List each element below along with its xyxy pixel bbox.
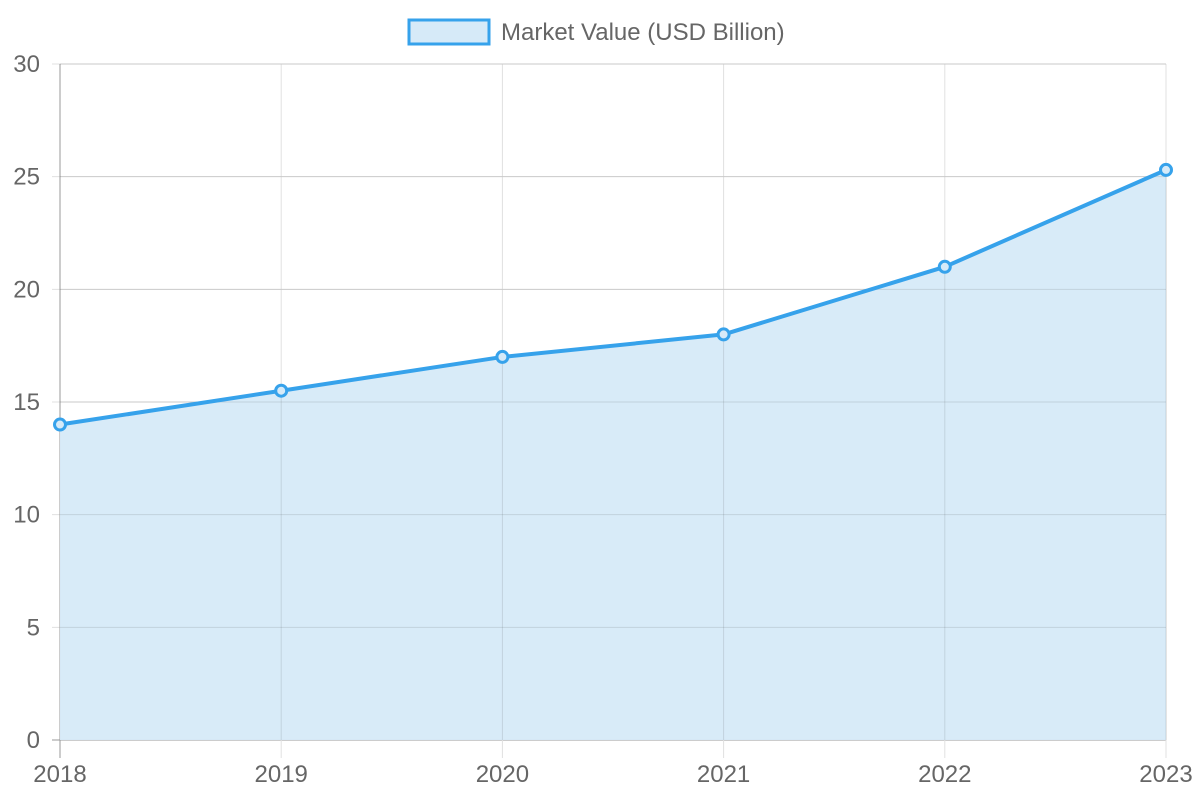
legend-label: Market Value (USD Billion) (501, 19, 785, 46)
data-point (495, 349, 510, 364)
y-tick-label: 0 (27, 727, 40, 754)
series-line (59, 168, 1167, 427)
x-tick-label: 2023 (1139, 761, 1192, 788)
y-tick-label: 15 (13, 389, 40, 416)
data-point (937, 259, 952, 274)
data-point (274, 383, 289, 398)
x-tick-label: 2020 (476, 761, 529, 788)
x-tick-label: 2018 (33, 761, 86, 788)
data-point (1159, 162, 1173, 177)
y-tick-label: 5 (27, 614, 40, 641)
data-point (716, 327, 731, 342)
legend-swatch (407, 18, 491, 46)
y-tick-label: 30 (13, 51, 40, 78)
y-tick-label: 20 (13, 276, 40, 303)
legend[interactable]: Market Value (USD Billion) (407, 18, 785, 46)
y-tick-label: 10 (13, 502, 40, 529)
x-tick-label: 2019 (255, 761, 308, 788)
data-point (53, 417, 67, 432)
area-fill (60, 169, 1166, 740)
x-tick-label: 2022 (918, 761, 971, 788)
x-tick-label: 2021 (697, 761, 750, 788)
y-tick-label: 25 (13, 164, 40, 191)
